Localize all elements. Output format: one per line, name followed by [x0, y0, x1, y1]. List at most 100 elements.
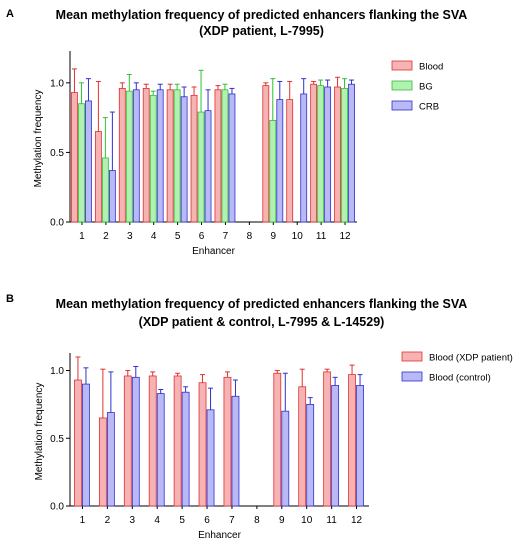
panel-a-title-line2: (XDP patient, L-7995)	[199, 24, 324, 38]
bar-bg	[101, 157, 109, 223]
bar-blood	[71, 92, 78, 223]
x-tick-label: 10	[292, 231, 304, 242]
bar-blood	[334, 86, 341, 223]
y-tick-label: 0.5	[50, 434, 64, 445]
bar-blood	[166, 89, 174, 223]
bar-bg	[221, 89, 229, 223]
bar-bg	[269, 120, 277, 223]
x-tick-label: 10	[301, 515, 313, 526]
bar-crb	[106, 412, 115, 507]
bar-blood	[142, 88, 150, 223]
legend-label: Blood (control)	[429, 373, 491, 384]
x-tick-label: 8	[247, 231, 253, 242]
panel-b-title-line1: Mean methylation frequency of predicted …	[55, 297, 468, 311]
panel-b-letter: B	[6, 293, 14, 305]
panel-b: B Mean methylation frequency of predicte…	[0, 285, 523, 550]
x-tick-label: 6	[199, 231, 205, 242]
x-tick-label: 4	[151, 231, 157, 242]
legend-label: Blood	[419, 62, 443, 73]
y-tick-label: 0.0	[50, 218, 64, 229]
bar-blood	[310, 83, 318, 223]
panel-a-title-line1: Mean methylation frequency of predicted …	[55, 8, 468, 22]
bar-blood	[173, 375, 182, 507]
bar-blood	[118, 88, 126, 223]
bar-blood	[223, 376, 232, 507]
x-axis-label: Enhancer	[198, 530, 241, 541]
bar-bg	[149, 94, 157, 223]
x-tick-label: 3	[127, 231, 133, 242]
bar-blood	[198, 382, 207, 507]
bar-crb	[356, 385, 364, 507]
y-tick-label: 1.0	[50, 78, 64, 89]
legend-swatch-crb	[391, 100, 413, 111]
bar-crb	[348, 83, 355, 223]
bar-blood	[273, 372, 282, 507]
panel-a: A Mean methylation frequency of predicte…	[0, 0, 523, 270]
bar-crb	[331, 385, 340, 507]
bar-crb	[228, 93, 236, 223]
legend-swatch-crb	[401, 371, 423, 382]
x-tick-label: 3	[130, 515, 136, 526]
x-tick-label: 5	[179, 515, 185, 526]
legend-label: BG	[419, 82, 433, 93]
y-axis-label: Methylation frequency	[34, 383, 45, 481]
y-tick-label: 0.5	[50, 148, 64, 159]
bar-bg	[197, 111, 205, 223]
bar-blood	[148, 375, 157, 507]
bar-crb	[85, 100, 92, 223]
legend-swatch-blood	[401, 351, 423, 362]
x-tick-label: 12	[351, 515, 363, 526]
x-tick-label: 11	[326, 515, 337, 526]
bar-crb	[131, 376, 140, 507]
bar-crb	[206, 409, 215, 507]
x-tick-label: 4	[154, 515, 160, 526]
x-tick-label: 8	[254, 515, 260, 526]
bar-crb	[281, 410, 290, 507]
chart-a: 0.00.51.01 2 3 4 5 6 7 8 9 10 11 12EnhancerMethylat…	[33, 51, 443, 257]
bar-crb	[300, 93, 308, 223]
x-tick-label: 11	[316, 231, 327, 242]
bar-crb	[306, 404, 315, 507]
x-tick-label: 5	[175, 231, 181, 242]
legend-label: CRB	[419, 102, 439, 113]
bar-blood	[286, 99, 294, 223]
bar-bg	[125, 90, 133, 223]
bar-blood	[348, 374, 356, 507]
bar-crb	[108, 170, 116, 223]
x-tick-label: 7	[223, 231, 229, 242]
panel-a-letter: A	[6, 8, 14, 20]
bar-blood	[298, 386, 307, 507]
x-tick-label: 1	[79, 231, 85, 242]
y-tick-label: 0.0	[50, 502, 64, 513]
bar-crb	[156, 393, 165, 507]
legend-swatch-bg	[391, 80, 413, 91]
x-tick-label: 2	[105, 515, 111, 526]
x-tick-label: 12	[339, 231, 351, 242]
bar-crb	[276, 99, 284, 223]
bar-blood	[123, 375, 132, 507]
bar-crb	[204, 110, 212, 223]
bar-crb	[231, 395, 240, 507]
bar-crb	[180, 96, 188, 223]
bar-bg	[78, 103, 85, 223]
legend-label: Blood (XDP patient)	[429, 353, 513, 364]
bar-blood	[74, 379, 82, 507]
panel-b-title-line2: (XDP patient & control, L-7995 & L-14529…	[138, 315, 385, 329]
chart-b: 0.00.51.01 2 3 4 5 6 7 8 9 10 11 12EnhancerMethylat…	[34, 351, 513, 541]
bar-bg	[317, 85, 325, 223]
x-tick-label: 6	[204, 515, 210, 526]
bar-crb	[324, 86, 332, 223]
x-axis-label: Enhancer	[192, 246, 235, 257]
x-tick-label: 9	[279, 515, 285, 526]
bar-blood	[190, 94, 198, 223]
x-tick-label: 2	[103, 231, 109, 242]
x-tick-label: 7	[229, 515, 235, 526]
bar-crb	[181, 391, 190, 507]
y-tick-label: 1.0	[50, 366, 64, 377]
bar-blood	[214, 89, 222, 223]
bar-crb	[82, 383, 90, 507]
x-tick-label: 9	[271, 231, 277, 242]
x-tick-label: 1	[80, 515, 86, 526]
bar-crb	[156, 89, 164, 223]
bar-bg	[173, 89, 181, 223]
